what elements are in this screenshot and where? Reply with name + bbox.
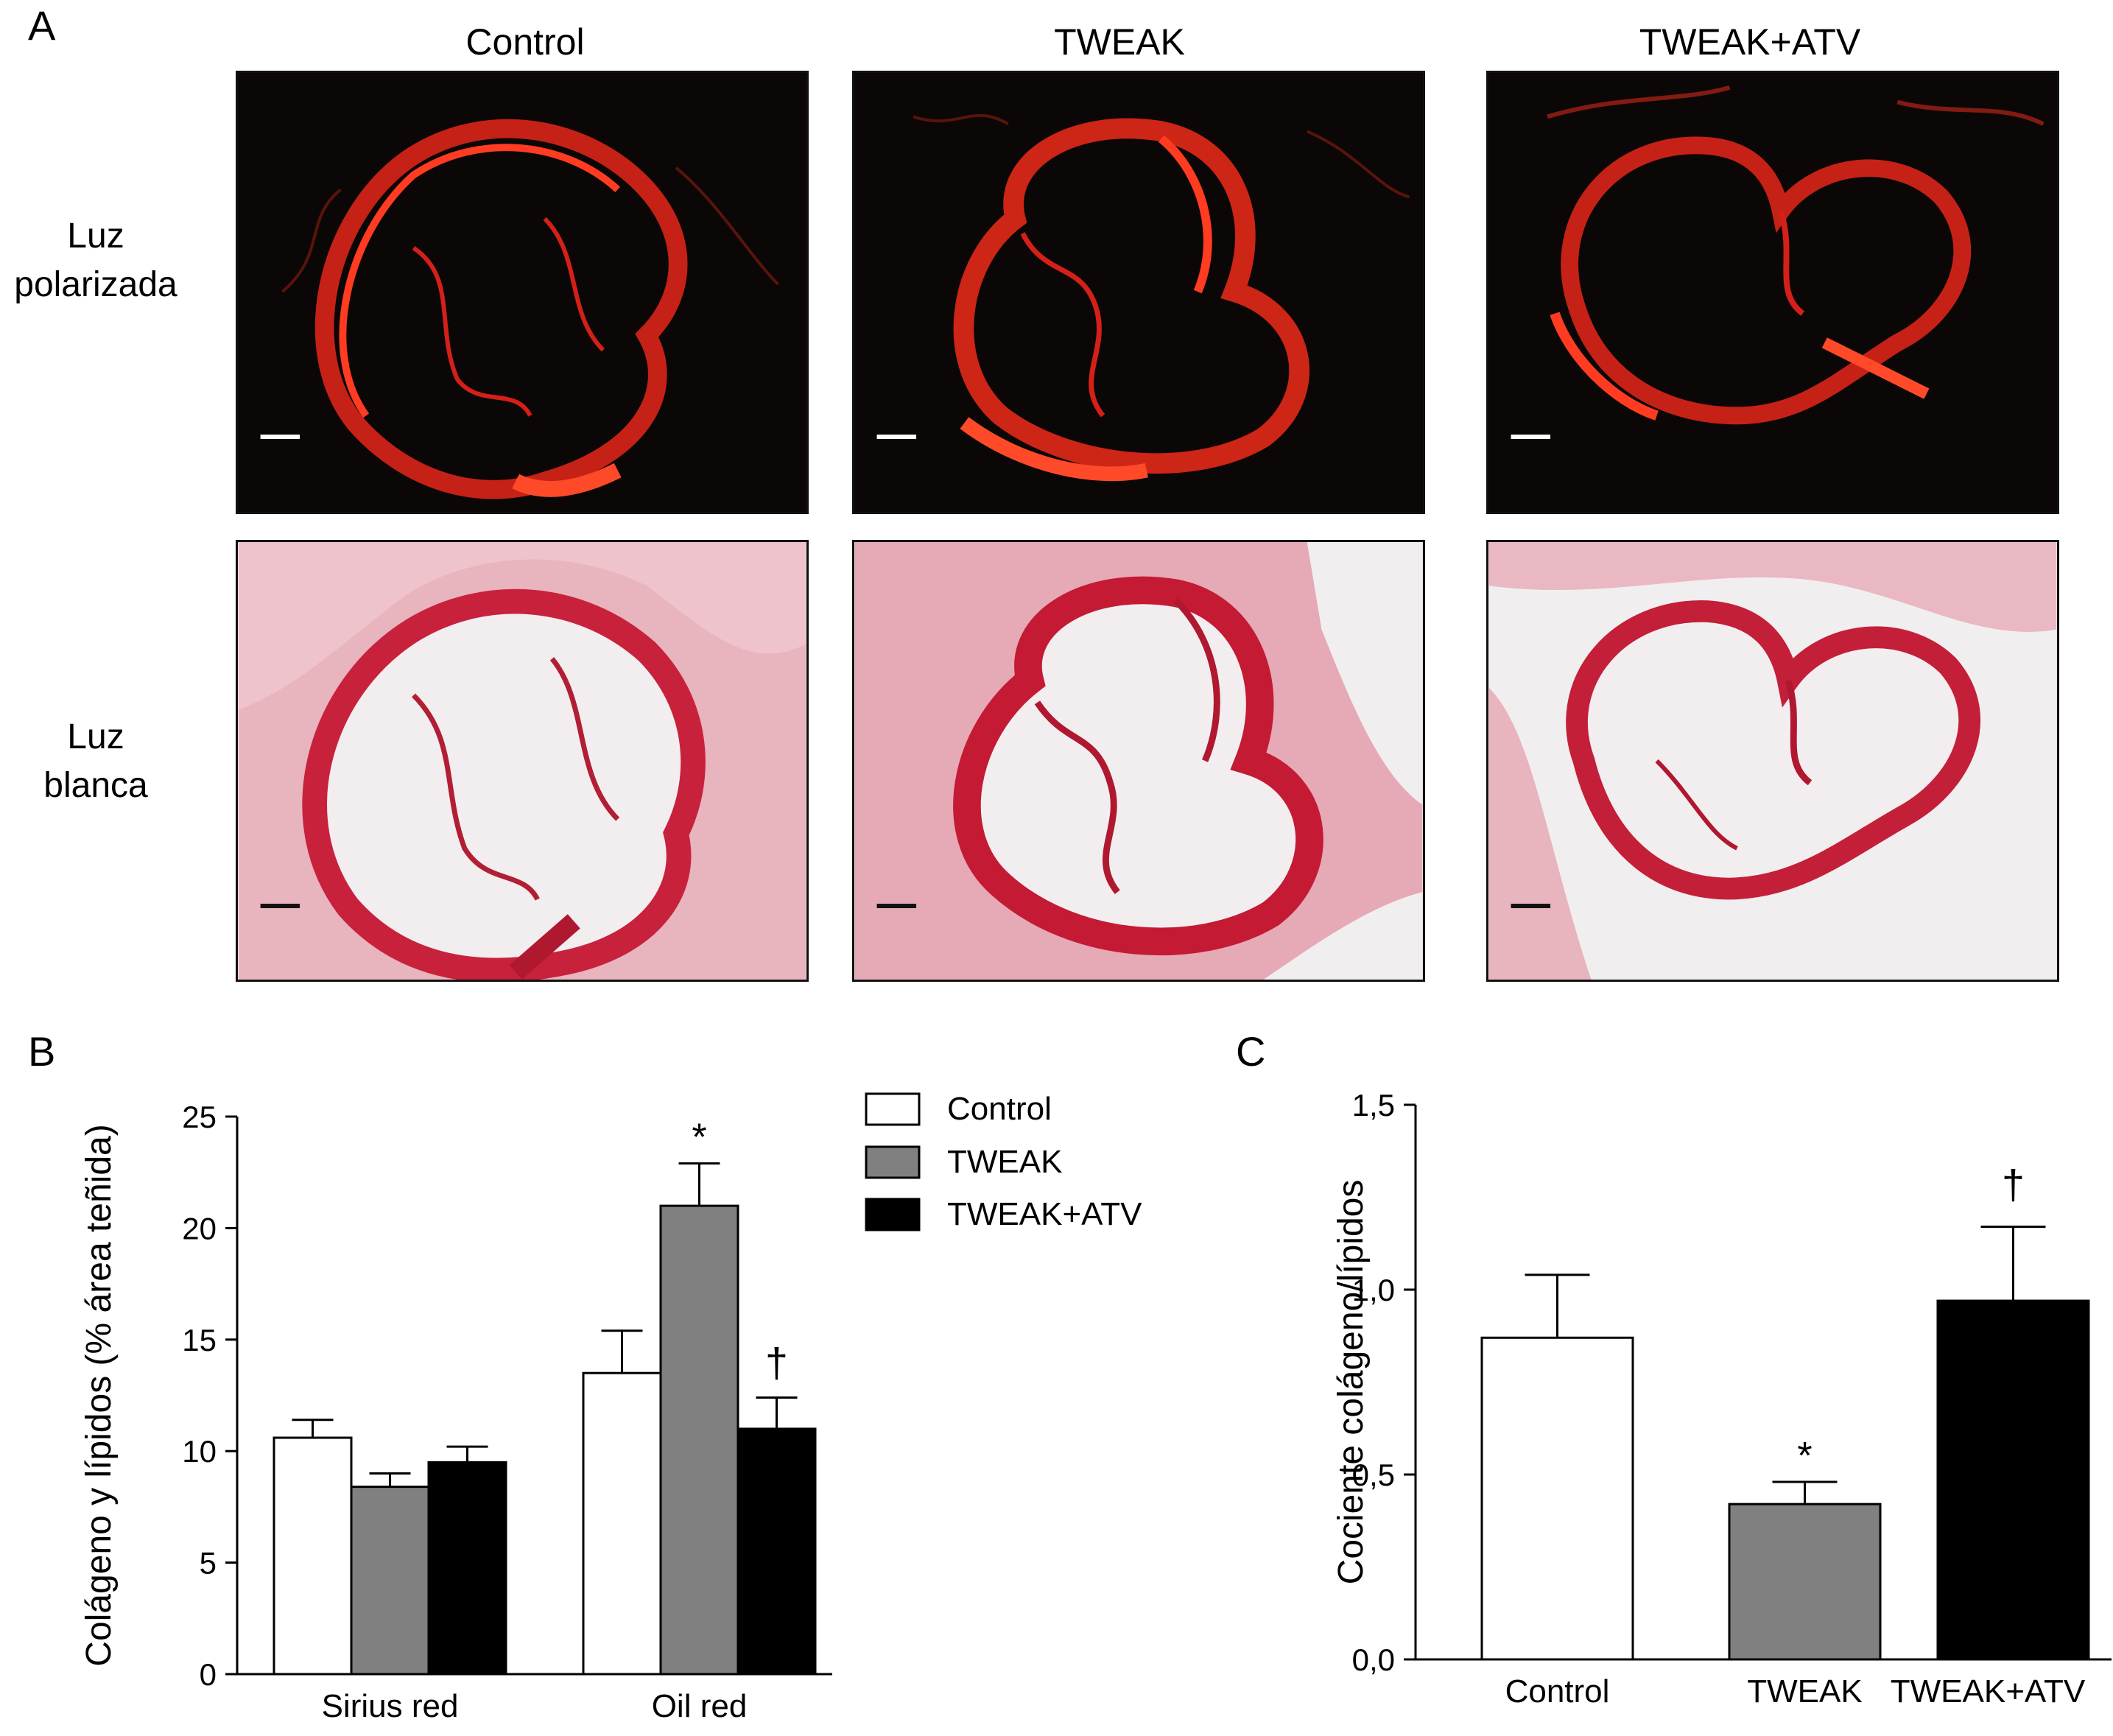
chart-b-y-tick-label: 10: [182, 1434, 217, 1469]
chart-b-bar: [273, 1436, 353, 1676]
chart-b-bar: [427, 1461, 507, 1676]
column-title-tweak: TWEAK: [1054, 21, 1185, 63]
micrograph-polarized-control: [236, 71, 809, 514]
sirius-red-stain-image: [854, 542, 1423, 980]
chart-b-bar: [736, 1427, 817, 1676]
chart-b-significance-marker: †: [765, 1340, 788, 1386]
chart-b-y-tick-label: 5: [200, 1546, 217, 1581]
micrograph-polarized-tweak: [852, 71, 1425, 514]
chart-b-legend-label: TWEAK: [947, 1144, 1062, 1180]
polarized-collagen-stain-image: [1511, 85, 2045, 439]
polarized-collagen-stain-image: [260, 119, 779, 499]
sirius-red-stain-image: [238, 542, 806, 980]
scale-bar: [876, 435, 917, 439]
chart-c-y-tick-label: 1,5: [1352, 1088, 1395, 1122]
row-label-polarized-line2: polarizada: [14, 265, 177, 304]
chart-c-y-tick-label: 0,5: [1352, 1458, 1395, 1492]
polarized-collagen-stain-image: [876, 113, 1410, 482]
chart-b-y-tick-label: 15: [182, 1323, 217, 1357]
scale-bar: [1511, 904, 1551, 908]
chart-c-bar: [1936, 1299, 2090, 1661]
chart-b-bar: [659, 1204, 739, 1676]
chart-b-bar: [582, 1371, 662, 1676]
chart-b-y-tick-label: 0: [200, 1657, 217, 1692]
chart-c-significance-marker: *: [1797, 1435, 1812, 1477]
sirius-red-stain-image: [1488, 542, 2057, 980]
chart-c-y-tick-label: 1,0: [1352, 1273, 1395, 1307]
chart-b-y-tick-label: 20: [182, 1211, 217, 1245]
row-label-white: Luz blanca: [0, 713, 199, 810]
chart-c-y-tick-label: 0,0: [1352, 1642, 1395, 1677]
column-title-control: Control: [465, 21, 585, 63]
panel-letter-b: B: [28, 1028, 56, 1075]
chart-c-y-axis-label: Cociente colágeno/lípidos: [1332, 1180, 1371, 1585]
micrograph-white-tweak-atv: [1486, 540, 2059, 982]
column-title-tweak-atv: TWEAK+ATV: [1639, 21, 1861, 63]
chart-b-legend-swatch: [865, 1092, 921, 1126]
chart-c-bar: [1728, 1503, 1882, 1661]
chart-b-legend-label: TWEAK+ATV: [947, 1196, 1142, 1232]
row-label-polarized-line1: Luz: [67, 217, 124, 256]
chart-c-significance-marker: †: [2002, 1162, 2025, 1208]
chart-c-bar: [1480, 1336, 1634, 1661]
micrograph-polarized-tweak-atv: [1486, 71, 2059, 514]
chart-b-x-tick-label: Oil red: [652, 1688, 748, 1724]
scale-bar: [876, 904, 917, 908]
chart-b-x-tick-label: Sirius red: [322, 1688, 459, 1724]
panel-letter-a: A: [28, 2, 56, 49]
scale-bar: [260, 904, 300, 908]
chart-b-y-axis-label: Colágeno y lípidos (% área teñida): [80, 1124, 119, 1666]
micrograph-white-control: [236, 540, 809, 982]
panel-letter-c: C: [1236, 1028, 1266, 1075]
chart-b-significance-marker: *: [692, 1117, 706, 1159]
chart-c-x-tick-label: TWEAK+ATV: [1891, 1673, 2086, 1709]
chart-b-bar: [350, 1486, 430, 1676]
micrograph-white-tweak: [852, 540, 1425, 982]
chart-b-legend-label: Control: [947, 1091, 1052, 1127]
chart-b-legend-swatch: [865, 1198, 921, 1231]
row-label-white-line1: Luz: [67, 717, 124, 756]
chart-b-y-tick-label: 25: [182, 1100, 217, 1134]
row-label-white-line2: blanca: [43, 766, 148, 805]
scale-bar: [1511, 435, 1551, 439]
chart-b-legend-swatch: [865, 1145, 921, 1179]
chart-c-x-tick-label: TWEAK: [1747, 1673, 1862, 1709]
row-label-polarized: Luz polarizada: [0, 212, 199, 309]
scale-bar: [260, 435, 300, 439]
chart-c-x-tick-label: Control: [1505, 1673, 1610, 1709]
